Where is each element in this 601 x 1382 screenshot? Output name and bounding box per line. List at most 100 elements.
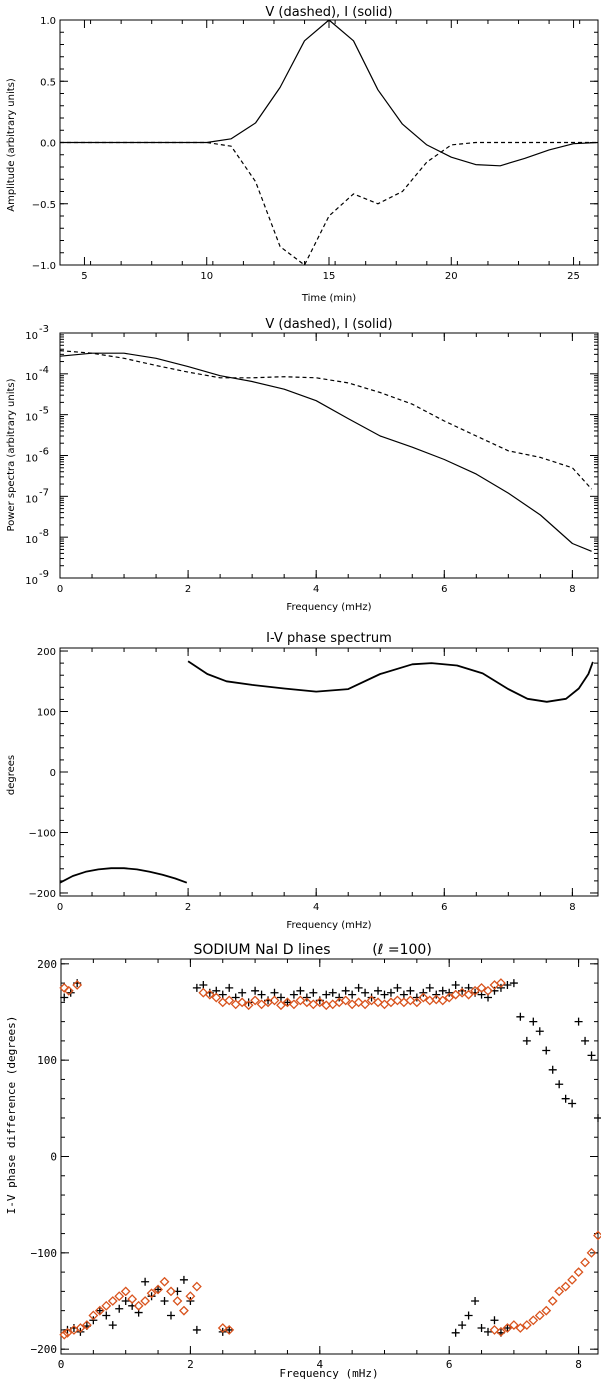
series-line-solid	[187, 660, 594, 703]
scatter-point-plus	[154, 1285, 163, 1294]
series-line-dashed	[60, 141, 598, 266]
scatter-point-diamond	[63, 985, 74, 996]
scatter-point-plus	[354, 983, 363, 992]
scatter-point-plus	[555, 1080, 564, 1089]
scatter-point-plus	[238, 988, 247, 997]
scatter-point-diamond	[360, 999, 371, 1010]
y-tick-exponent: -5	[39, 406, 49, 417]
scatter-point-plus	[328, 988, 337, 997]
scatter-point-plus	[276, 993, 285, 1002]
x-tick-label: 0	[57, 584, 63, 595]
scatter-point-plus	[225, 1325, 234, 1334]
scatter-point-plus	[484, 1327, 493, 1336]
scatter-point-diamond	[496, 978, 506, 989]
x-tick-label: 5	[81, 271, 87, 282]
scatter-point-plus	[141, 1277, 150, 1286]
scatter-point-plus	[542, 1046, 551, 1055]
scatter-point-diamond	[463, 989, 474, 1000]
scatter-point-diamond	[59, 1329, 70, 1340]
y-tick-label: 0	[50, 1151, 57, 1164]
scatter-point-diamond	[59, 982, 70, 993]
scatter-point-plus	[102, 1311, 111, 1320]
scatter-point-diamond	[483, 985, 493, 996]
scatter-point-plus	[147, 1292, 156, 1301]
scatter-point-plus	[509, 979, 518, 988]
scatter-point-diamond	[211, 992, 222, 1003]
scatter-point-diamond	[224, 1324, 235, 1335]
y-tick-label: 10	[25, 372, 38, 383]
scatter-point-diamond	[437, 995, 448, 1006]
scatter-point-diamond	[405, 995, 416, 1006]
scatter-point-diamond	[204, 989, 215, 1000]
scatter-point-plus	[289, 990, 298, 999]
scatter-point-plus	[348, 990, 357, 999]
scatter-point-diamond	[191, 1281, 202, 1292]
x-tick-label: 0	[57, 902, 63, 913]
x-tick-label: 8	[569, 902, 575, 913]
x-axis-label: Frequency (mHz)	[286, 920, 371, 931]
scatter-point-plus	[594, 1113, 601, 1122]
scatter-point-diamond	[107, 1296, 118, 1306]
scatter-point-plus	[522, 1036, 531, 1045]
scatter-point-plus	[425, 983, 434, 992]
axis-ticks: 0 2 4 6 8 −200 −100 0 100 200	[29, 647, 598, 913]
scatter-point-plus	[166, 1311, 175, 1320]
scatter-point-diamond	[586, 1247, 597, 1258]
scatter-point-plus	[108, 1321, 117, 1330]
scatter-point-plus	[309, 988, 318, 997]
scatter-point-diamond	[366, 995, 377, 1006]
scatter-point-plus	[587, 1051, 596, 1060]
scatter-point-plus	[179, 1275, 188, 1284]
scatter-point-plus	[380, 990, 389, 999]
y-axis-label: Power spectra (arbitrary units)	[6, 378, 17, 531]
axis-ticks: 0 2 4 6 810-910-810-710-610-510-410-3	[25, 324, 598, 595]
scatter-point-plus	[535, 1027, 544, 1036]
y-tick-exponent: -9	[39, 569, 49, 580]
scatter-point-plus	[548, 1065, 557, 1074]
scatter-point-plus	[451, 1328, 460, 1337]
y-tick-label: 10	[25, 494, 38, 505]
x-tick-label: 20	[445, 271, 458, 282]
scatter-point-plus	[225, 983, 234, 992]
scatter-point-plus	[341, 986, 350, 995]
scatter-point-plus	[503, 1323, 512, 1332]
scatter-point-diamond	[94, 1305, 105, 1316]
scatter-point-diamond	[159, 1276, 170, 1287]
scatter-point-diamond	[340, 995, 351, 1006]
scatter-point-diamond	[133, 1300, 144, 1311]
y-tick-label: 10	[25, 576, 38, 587]
x-axis-label: Frequency (mHz)	[279, 1367, 378, 1380]
scatter-point-diamond	[88, 1310, 99, 1321]
plot-frame	[60, 958, 599, 1355]
y-tick-label: 100	[37, 1054, 57, 1067]
scatter-point-diamond	[288, 999, 299, 1010]
scatter-point-plus	[322, 990, 331, 999]
y-tick-label: −0.5	[32, 200, 56, 211]
x-axis-label: Time (min)	[301, 293, 356, 304]
y-tick-label: 200	[37, 958, 57, 971]
scatter-point-diamond	[521, 1320, 532, 1331]
scatter-point-plus	[160, 1297, 169, 1306]
scatter-point-plus	[581, 1036, 590, 1045]
scatter-point-plus	[192, 983, 201, 992]
scatter-point-diamond	[243, 1000, 254, 1011]
y-tick-label: 0	[50, 768, 56, 779]
title-annotation: (ℓ =100)	[372, 942, 432, 958]
scatter-point-diamond	[470, 985, 480, 996]
scatter-point-plus	[458, 1321, 467, 1330]
scatter-point-plus	[367, 993, 376, 1002]
scatter-point-diamond	[166, 1286, 176, 1297]
series-line-solid	[59, 867, 188, 884]
scatter-point-diamond	[515, 1323, 526, 1333]
chart-title: I-V phase spectrum	[266, 631, 392, 646]
phase-difference-panel: SODIUM NaI D lines (ℓ =100) Frequency (m…	[5, 942, 601, 1380]
scatter-point-plus	[477, 1323, 486, 1332]
scatter-point-diamond	[418, 992, 429, 1003]
x-tick-label: 8	[575, 1358, 582, 1371]
scatter-point-diamond	[508, 1320, 519, 1331]
axis-ticks: 5 10 15 20 25 −1.0 −0.5 0.0 0.5 1.0	[32, 16, 598, 282]
x-tick-label: 6	[441, 902, 447, 913]
x-axis-label: Frequency (mHz)	[286, 602, 371, 613]
y-tick-label: 100	[37, 708, 56, 719]
scatter-point-diamond	[554, 1286, 565, 1297]
